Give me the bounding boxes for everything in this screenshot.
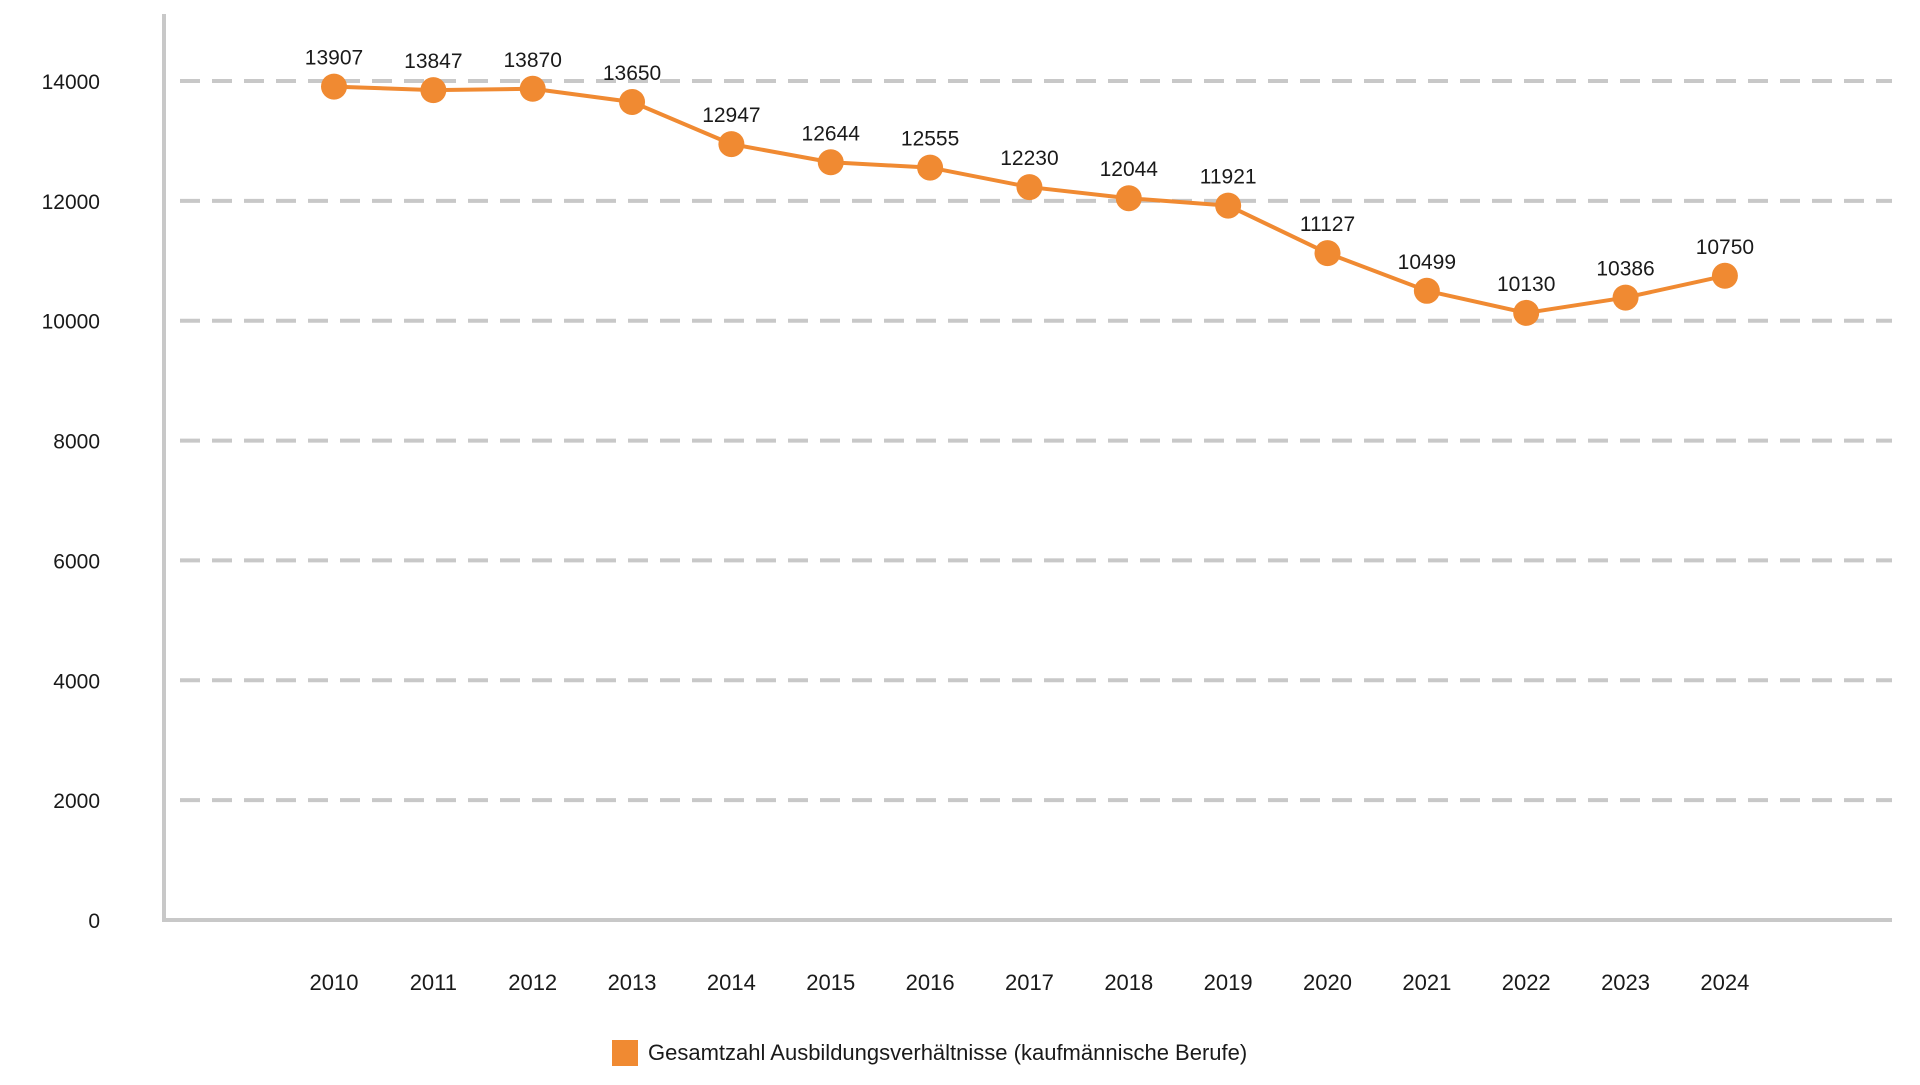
x-tick-label: 2022 <box>1502 970 1551 995</box>
legend-swatch <box>612 1040 638 1066</box>
x-tick-label: 2010 <box>310 970 359 995</box>
x-tick-label: 2017 <box>1005 970 1054 995</box>
data-point <box>1215 192 1242 219</box>
x-tick-label: 2018 <box>1104 970 1153 995</box>
data-point <box>1314 240 1341 267</box>
y-tick-label: 0 <box>88 910 100 933</box>
x-tick-label: 2012 <box>508 970 557 995</box>
data-label: 12644 <box>802 122 861 145</box>
legend: Gesamtzahl Ausbildungsverhältnisse (kauf… <box>612 1040 1247 1066</box>
data-point <box>718 131 745 158</box>
x-tick-label: 2020 <box>1303 970 1352 995</box>
x-tick-label: 2024 <box>1700 970 1749 995</box>
data-label: 13650 <box>603 62 661 85</box>
data-label: 13847 <box>404 50 462 73</box>
data-labels: 13907 13847 13870 13650 12947 12644 12555 12230… <box>305 47 1754 296</box>
x-tick-label: 2019 <box>1204 970 1253 995</box>
y-tick-label: 12000 <box>42 191 100 214</box>
data-point <box>1115 185 1142 212</box>
y-tick-label: 2000 <box>53 790 100 813</box>
data-label: 11127 <box>1300 213 1355 236</box>
x-tick-label: 2021 <box>1402 970 1451 995</box>
data-point <box>1711 262 1738 289</box>
data-point <box>619 88 646 115</box>
x-tick-labels: 2010 2011 2012 2013 2014 2015 2016 2017 2018 2019… <box>310 970 1750 995</box>
x-tick-label: 2011 <box>410 970 457 995</box>
data-label: 12230 <box>1000 147 1058 170</box>
y-tick-labels: 0 2000 4000 6000 8000 10000 12000 14000 <box>42 71 100 933</box>
y-tick-label: 4000 <box>53 670 100 693</box>
data-point <box>917 154 944 181</box>
data-label: 12947 <box>702 104 760 127</box>
legend-label: Gesamtzahl Ausbildungsverhältnisse (kauf… <box>648 1040 1248 1065</box>
data-point <box>1413 277 1440 304</box>
y-tick-label: 6000 <box>53 550 100 573</box>
data-label: 12555 <box>901 128 959 151</box>
data-label: 13870 <box>503 49 561 72</box>
x-tick-label: 2013 <box>608 970 657 995</box>
data-label: 10386 <box>1596 258 1654 281</box>
data-label: 10130 <box>1497 273 1555 296</box>
data-point <box>1612 284 1639 311</box>
x-tick-label: 2015 <box>806 970 855 995</box>
data-label: 12044 <box>1100 158 1159 181</box>
y-tick-label: 8000 <box>53 431 100 454</box>
data-label: 13907 <box>305 47 363 70</box>
axes <box>162 14 1892 922</box>
y-tick-label: 10000 <box>42 311 100 334</box>
data-point <box>1513 299 1540 326</box>
data-point <box>519 75 546 102</box>
data-label: 10750 <box>1696 236 1754 259</box>
series-layer <box>321 73 1738 326</box>
data-label: 10499 <box>1398 251 1456 274</box>
x-tick-label: 2014 <box>707 970 756 995</box>
x-tick-label: 2016 <box>906 970 955 995</box>
data-point <box>817 149 844 176</box>
data-point <box>1016 174 1043 201</box>
data-point <box>321 73 347 100</box>
data-label: 11921 <box>1200 166 1257 189</box>
grid-lines <box>180 79 1892 803</box>
data-point <box>420 77 447 104</box>
x-tick-label: 2023 <box>1601 970 1650 995</box>
y-tick-label: 14000 <box>42 71 100 94</box>
